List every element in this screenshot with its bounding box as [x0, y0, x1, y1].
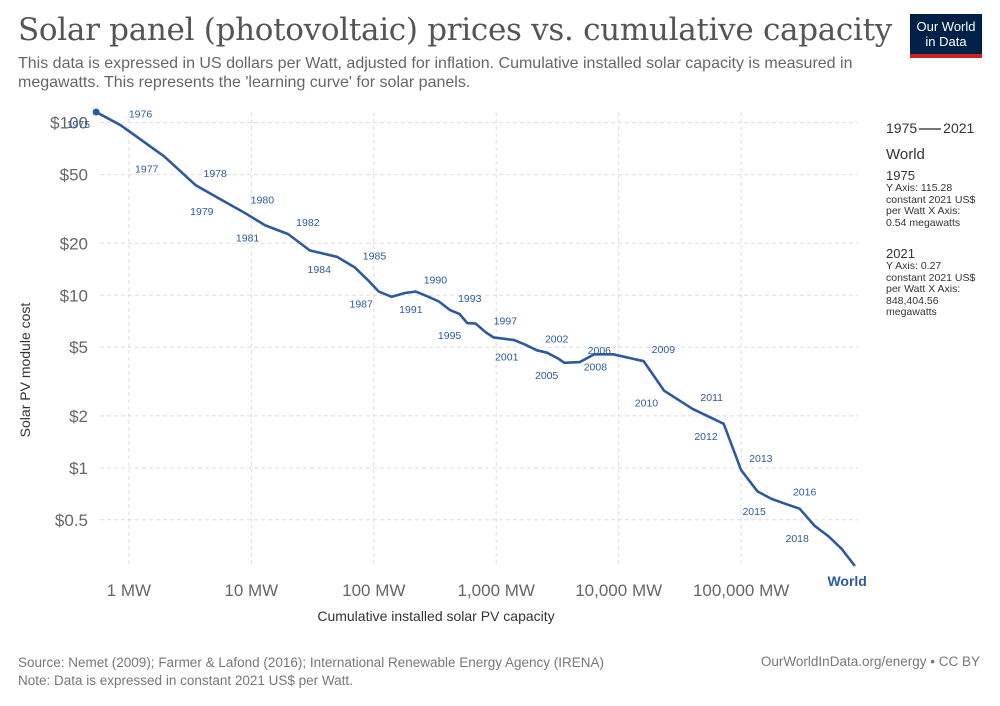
year-label: 1993 — [458, 293, 482, 305]
year-label: 2016 — [793, 487, 817, 499]
year-label: 2018 — [786, 533, 810, 545]
x-tick-label: 10 MW — [224, 581, 278, 600]
year-label: 1976 — [129, 108, 153, 120]
year-label: 2011 — [700, 392, 723, 404]
logo-line-2: in Data — [925, 34, 967, 49]
year-label: 1991 — [399, 304, 423, 316]
year-label: 1995 — [438, 330, 462, 342]
x-tick-label: 1,000 MW — [457, 581, 534, 600]
year-label: 2002 — [545, 333, 569, 345]
year-label: 2010 — [635, 398, 659, 410]
y-tick-label: $10 — [60, 286, 88, 305]
legend-end-detail: Y Axis: 0.27 constant 2021 US$ per Watt … — [886, 260, 976, 318]
footer-source: Source: Nemet (2009); Farmer & Lafond (2… — [18, 655, 605, 670]
year-label: 2006 — [588, 345, 612, 357]
year-label: 2015 — [742, 506, 766, 518]
y-axis-ticks: $100 $50 $20 $10 $5 $2 $1 $0.5 — [50, 114, 88, 530]
year-label: 1987 — [349, 299, 373, 311]
y-tick-label: $5 — [69, 338, 88, 357]
series-end-label: World — [827, 573, 866, 589]
legend-end-year: 2021 — [943, 120, 975, 136]
point-labels: 1975 1976 1977 1978 1979 1980 1981 1982 1984 1985… — [67, 108, 867, 589]
x-tick-label: 10,000 MW — [575, 581, 662, 600]
y-tick-label: $0.5 — [55, 511, 88, 530]
time-range-legend[interactable]: 1975 2021 — [886, 120, 974, 136]
legend-start-year: 1975 — [886, 120, 918, 136]
x-tick-label: 1 MW — [107, 581, 151, 600]
y-tick-label: $20 — [60, 234, 88, 253]
chart-subtitle: This data is expressed in US dollars per… — [18, 55, 853, 91]
year-label: 1985 — [363, 250, 387, 262]
x-axis-label: Cumulative installed solar PV capacity — [317, 608, 554, 624]
year-label: 2008 — [584, 361, 608, 373]
year-label: 1975 — [67, 119, 91, 131]
series-world[interactable] — [92, 108, 856, 567]
year-label: 1982 — [296, 217, 320, 229]
logo-line-1: Our World — [916, 19, 976, 34]
year-label: 1980 — [251, 195, 275, 207]
y-tick-label: $2 — [69, 407, 88, 426]
grid-lines — [100, 112, 858, 566]
year-label: 1978 — [203, 168, 227, 180]
owid-logo[interactable]: Our World in Data — [910, 14, 982, 58]
year-label: 2005 — [535, 370, 559, 382]
y-axis-label: Solar PV module cost — [17, 303, 33, 438]
year-label: 2009 — [652, 344, 676, 356]
footer-note: Note: Data is expressed in constant 2021… — [18, 673, 353, 688]
y-tick-label: $100 — [50, 114, 88, 133]
arrow-connector-icon — [919, 128, 942, 131]
y-tick-label: $1 — [69, 459, 88, 478]
legend-start-detail: Y Axis: 115.28 constant 2021 US$ per Wat… — [886, 182, 976, 229]
legend-end-label: 2021 — [886, 246, 915, 261]
year-label: 2001 — [495, 351, 519, 363]
series-line — [95, 110, 856, 567]
legend-entity-name: World — [886, 146, 925, 163]
series-start-point — [92, 108, 100, 116]
year-label: 2013 — [749, 453, 773, 465]
legend-start-label: 1975 — [886, 168, 915, 183]
x-tick-label: 100 MW — [342, 581, 405, 600]
chart-area[interactable]: $100$50$20$10$5$2$1$0.5 1 MW 10 MW 100 MW 1… — [0, 0, 1000, 640]
year-label: 1990 — [424, 275, 448, 287]
year-label: 1997 — [494, 315, 518, 327]
y-tick-label: $50 — [60, 166, 88, 185]
year-label: 1984 — [308, 264, 332, 276]
year-label: 2012 — [694, 431, 718, 443]
footer-attribution[interactable]: OurWorldInData.org/energy • CC BY — [760, 654, 980, 669]
chart-title: Solar panel (photovoltaic) prices vs. cu… — [18, 12, 892, 48]
x-axis-ticks: 1 MW 10 MW 100 MW 1,000 MW 10,000 MW 100,000 … — [107, 581, 790, 600]
year-label: 1979 — [190, 206, 214, 218]
x-tick-label: 100,000 MW — [693, 581, 789, 600]
footer-notes: Source: Nemet (2009); Farmer & Lafond (2… — [18, 654, 604, 690]
year-label: 1981 — [236, 232, 260, 244]
year-label: 1977 — [135, 164, 159, 176]
